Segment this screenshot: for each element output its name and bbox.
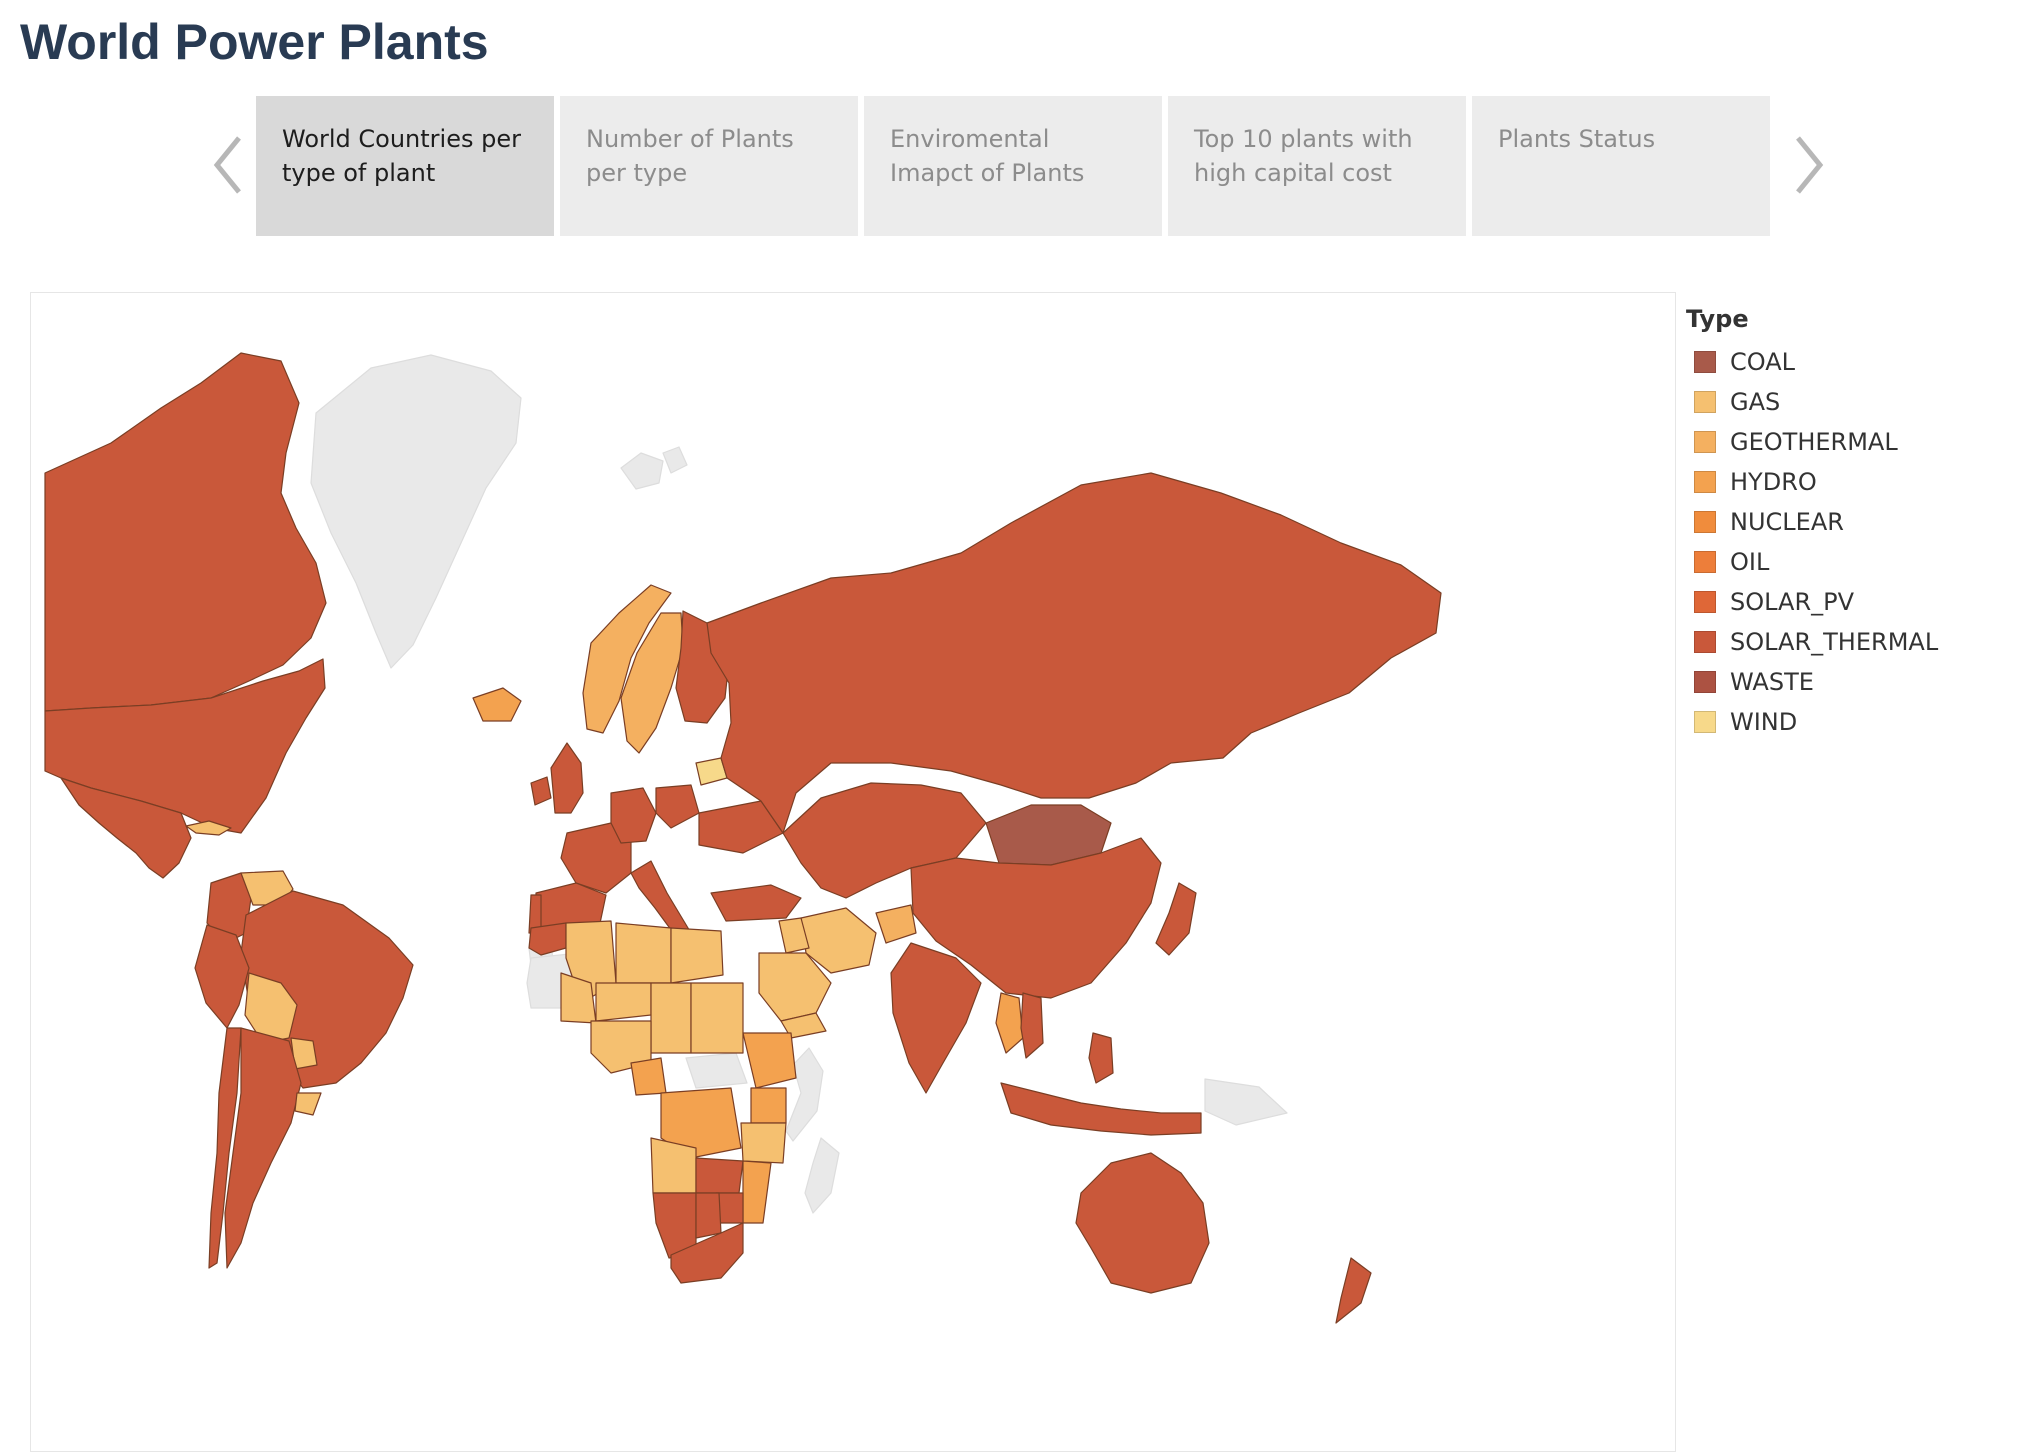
region-bolivia[interactable]	[244, 972, 298, 1044]
legend-item-waste[interactable]: WASTE	[1686, 662, 2006, 702]
region-morocco[interactable]	[528, 922, 567, 956]
tab-label: World Countries per type of plant	[282, 125, 521, 187]
chevron-left-icon[interactable]	[205, 130, 255, 200]
region-egypt[interactable]	[670, 927, 724, 984]
legend-label: WASTE	[1730, 668, 1814, 696]
region-sweden[interactable]	[620, 612, 684, 754]
legend-item-geothermal[interactable]: GEOTHERMAL	[1686, 422, 2006, 462]
legend-swatch	[1694, 591, 1716, 613]
tab-label: Top 10 plants with high capital cost	[1194, 125, 1413, 187]
legend-item-gas[interactable]: GAS	[1686, 382, 2006, 422]
region-argentina[interactable]	[224, 1027, 302, 1269]
region-libya[interactable]	[615, 922, 672, 984]
region-ireland[interactable]	[530, 776, 552, 806]
region-uruguay[interactable]	[294, 1092, 322, 1116]
region-mexico[interactable]	[60, 777, 192, 879]
region-sudan[interactable]	[690, 982, 744, 1054]
region-ethiopia[interactable]	[742, 1032, 797, 1089]
legend-label: NUCLEAR	[1730, 508, 1844, 536]
region-chad[interactable]	[650, 982, 692, 1054]
legend-swatch	[1694, 551, 1716, 573]
legend-label: GAS	[1730, 388, 1781, 416]
region-central-african-republic[interactable]	[685, 1052, 748, 1089]
region-yemen[interactable]	[780, 1012, 827, 1039]
region-norway[interactable]	[582, 584, 672, 734]
region-iraq[interactable]	[778, 917, 810, 954]
region-south-africa[interactable]	[670, 1222, 744, 1284]
region-svalbard[interactable]	[620, 452, 664, 490]
legend-label: OIL	[1730, 548, 1770, 576]
tab-environmental-impact[interactable]: Enviromental Imapct of Plants	[864, 96, 1162, 236]
region-botswana[interactable]	[695, 1192, 722, 1239]
legend-title: Type	[1686, 305, 1749, 333]
region-cameroon[interactable]	[630, 1057, 667, 1096]
legend-item-nuclear[interactable]: NUCLEAR	[1686, 502, 2006, 542]
chevron-right-icon[interactable]	[1782, 130, 1832, 200]
legend-swatch	[1694, 631, 1716, 653]
region-canada[interactable]	[44, 352, 327, 712]
region-greenland[interactable]	[310, 354, 522, 669]
legend-swatch	[1694, 671, 1716, 693]
legend-swatch	[1694, 711, 1716, 733]
region-iceland[interactable]	[472, 687, 522, 722]
region-afghanistan[interactable]	[875, 904, 917, 944]
region-mozambique[interactable]	[742, 1160, 772, 1224]
legend-item-solar-pv[interactable]: SOLAR_PV	[1686, 582, 2006, 622]
legend-item-oil[interactable]: OIL	[1686, 542, 2006, 582]
legend-label: SOLAR_PV	[1730, 588, 1855, 616]
legend-label: HYDRO	[1730, 468, 1817, 496]
legend-item-wind[interactable]: WIND	[1686, 702, 2006, 742]
legend-swatch	[1694, 351, 1716, 373]
legend-label: COAL	[1730, 348, 1796, 376]
region-japan[interactable]	[1155, 882, 1197, 956]
tab-number-of-plants[interactable]: Number of Plants per type	[560, 96, 858, 236]
region-niger[interactable]	[595, 982, 652, 1022]
region-india[interactable]	[890, 942, 982, 1094]
region-new-zealand[interactable]	[1335, 1257, 1372, 1324]
region-indonesia[interactable]	[1000, 1082, 1202, 1136]
legend: Type COAL GAS GEOTHERMAL HYDRO NUCLEAR O…	[1686, 302, 2006, 742]
legend-item-hydro[interactable]: HYDRO	[1686, 462, 2006, 502]
region-kenya[interactable]	[750, 1087, 787, 1124]
region-madagascar[interactable]	[804, 1137, 840, 1214]
region-germany[interactable]	[610, 787, 657, 844]
tab-world-countries[interactable]: World Countries per type of plant	[256, 96, 554, 236]
legend-swatch	[1694, 391, 1716, 413]
legend-item-solar-thermal[interactable]: SOLAR_THERMAL	[1686, 622, 2006, 662]
tab-label: Plants Status	[1498, 125, 1656, 153]
tab-top-10-capital-cost[interactable]: Top 10 plants with high capital cost	[1168, 96, 1466, 236]
region-nigeria[interactable]	[590, 1020, 652, 1074]
region-cuba[interactable]	[185, 820, 232, 836]
legend-item-coal[interactable]: COAL	[1686, 342, 2006, 382]
legend-swatch	[1694, 511, 1716, 533]
legend-swatch	[1694, 431, 1716, 453]
region-thailand[interactable]	[995, 992, 1024, 1054]
tab-label: Number of Plants per type	[586, 125, 794, 187]
legend-label: GEOTHERMAL	[1730, 428, 1898, 456]
tab-plants-status[interactable]: Plants Status	[1472, 96, 1770, 236]
legend-label: WIND	[1730, 708, 1798, 736]
region-russia[interactable]	[706, 472, 1442, 834]
region-svalbard[interactable]	[662, 446, 688, 474]
region-papua-new-guinea[interactable]	[1204, 1078, 1288, 1126]
region-vietnam[interactable]	[1020, 992, 1044, 1059]
region-china[interactable]	[910, 837, 1162, 999]
region-turkey[interactable]	[710, 884, 802, 922]
region-peru[interactable]	[194, 924, 250, 1029]
region-poland[interactable]	[655, 784, 700, 829]
region-dr-congo[interactable]	[660, 1087, 742, 1159]
region-zambia[interactable]	[695, 1157, 744, 1194]
tab-label: Enviromental Imapct of Plants	[890, 125, 1085, 187]
region-philippines[interactable]	[1088, 1032, 1114, 1084]
world-map[interactable]	[30, 292, 1676, 1452]
region-ukraine[interactable]	[698, 800, 784, 854]
dashboard-title: World Power Plants	[20, 14, 489, 70]
legend-swatch	[1694, 471, 1716, 493]
region-tanzania[interactable]	[740, 1122, 787, 1164]
region-australia[interactable]	[1075, 1152, 1210, 1294]
region-united-kingdom[interactable]	[550, 742, 584, 814]
region-chile[interactable]	[208, 1027, 242, 1269]
region-angola[interactable]	[650, 1137, 697, 1194]
legend-label: SOLAR_THERMAL	[1730, 628, 1939, 656]
